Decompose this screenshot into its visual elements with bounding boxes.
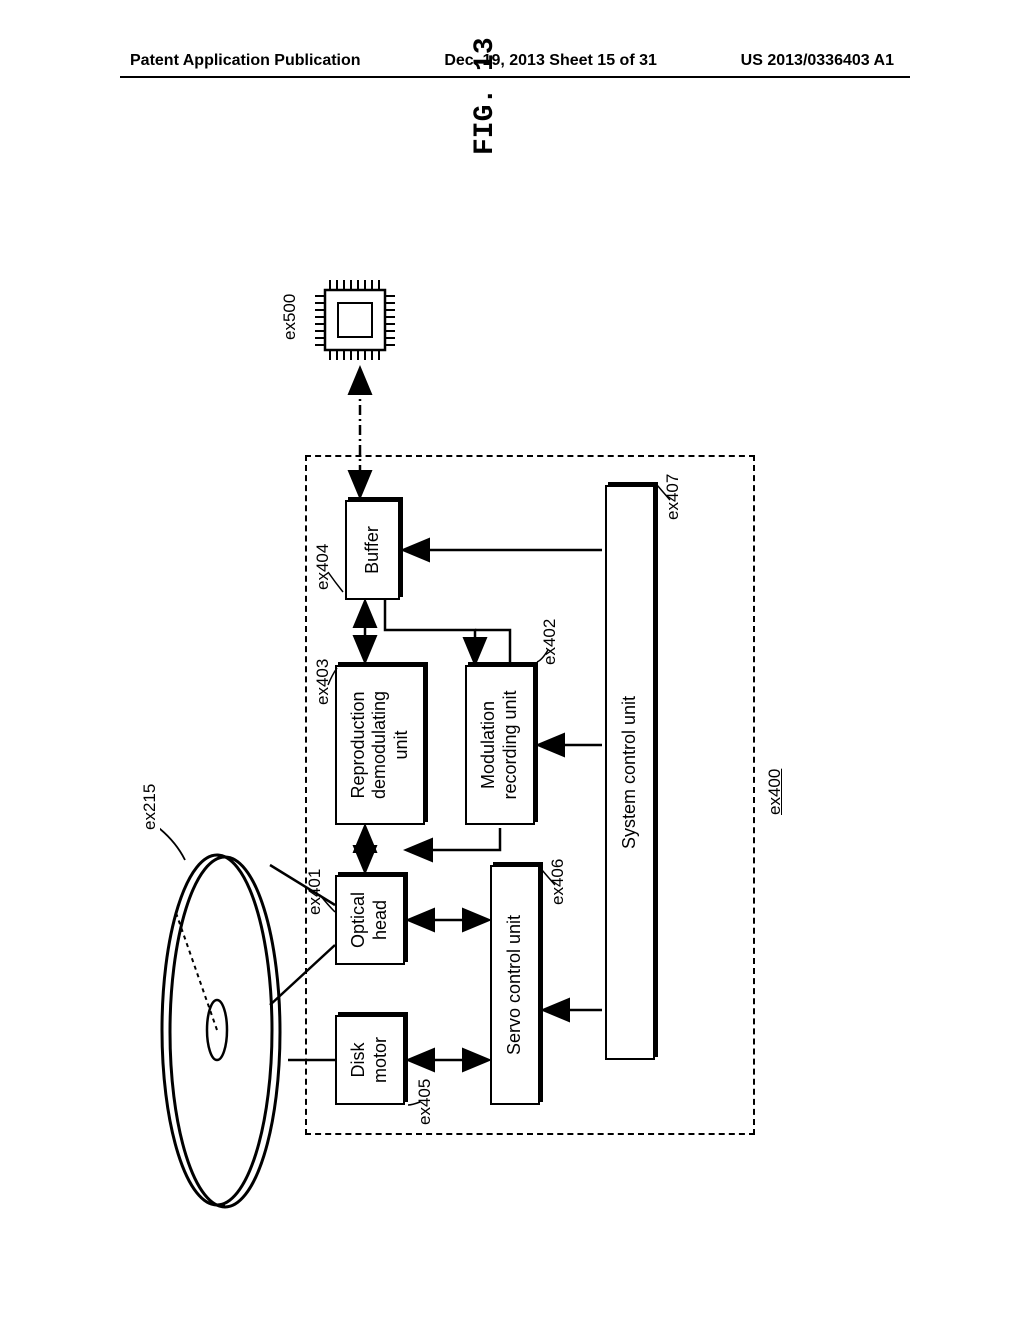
label-ex406: ex406 — [548, 859, 568, 905]
chip-icon — [310, 275, 400, 365]
block-system-control: System control unit — [605, 485, 655, 1060]
optical-disc-icon — [150, 830, 285, 1210]
block-servo-control: Servo control unit — [490, 865, 540, 1105]
diagram-content: ex215 ex400 Disk motor Optical head Repr… — [160, 180, 860, 1160]
header-divider — [120, 76, 910, 78]
label-ex215: ex215 — [140, 784, 160, 830]
label-ex404: ex404 — [313, 544, 333, 590]
label-ex402: ex402 — [540, 619, 560, 665]
label-ex405: ex405 — [415, 1079, 435, 1125]
block-reproduction-demodulating: Reproduction demodulating unit — [335, 665, 425, 825]
header-left: Patent Application Publication — [130, 52, 361, 70]
figure-13: ex215 ex400 Disk motor Optical head Repr… — [130, 140, 900, 1190]
header-right: US 2013/0336403 A1 — [741, 52, 894, 70]
label-ex403: ex403 — [313, 659, 333, 705]
label-ex407: ex407 — [663, 474, 683, 520]
block-modulation-recording: Modulation recording unit — [465, 665, 535, 825]
block-optical-head: Optical head — [335, 875, 405, 965]
block-buffer: Buffer — [345, 500, 400, 600]
figure-title: FIG. 13 — [470, 37, 501, 155]
label-ex400: ex400 — [765, 769, 785, 815]
label-ex401: ex401 — [305, 869, 325, 915]
label-ex500: ex500 — [280, 294, 300, 340]
block-disk-motor: Disk motor — [335, 1015, 405, 1105]
